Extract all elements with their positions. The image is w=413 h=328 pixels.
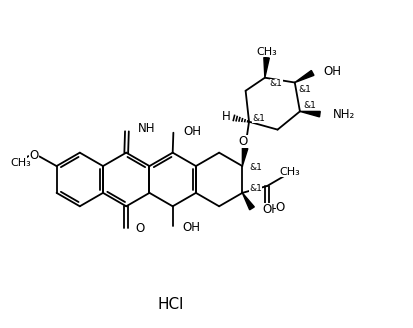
Text: CH₃: CH₃ xyxy=(10,158,31,168)
Text: OH: OH xyxy=(262,203,280,216)
Polygon shape xyxy=(242,193,254,210)
Polygon shape xyxy=(263,57,269,78)
Text: O: O xyxy=(29,149,38,162)
Text: &1: &1 xyxy=(297,85,310,94)
Text: H: H xyxy=(221,110,230,123)
Text: OH: OH xyxy=(182,221,200,234)
Polygon shape xyxy=(299,112,320,117)
Text: HCl: HCl xyxy=(157,297,184,313)
Polygon shape xyxy=(242,148,247,166)
Text: CH₃: CH₃ xyxy=(256,47,276,56)
Text: CH₃: CH₃ xyxy=(279,167,300,177)
Text: OH: OH xyxy=(183,125,201,138)
Text: &1: &1 xyxy=(252,114,265,123)
Text: &1: &1 xyxy=(303,101,316,110)
Text: &1: &1 xyxy=(249,163,261,172)
Polygon shape xyxy=(294,71,313,83)
Text: O: O xyxy=(275,201,284,214)
Text: NH₂: NH₂ xyxy=(332,108,354,121)
Text: NH: NH xyxy=(138,122,155,135)
Text: O: O xyxy=(238,135,247,148)
Text: &1: &1 xyxy=(269,79,282,88)
Text: &1: &1 xyxy=(249,184,261,193)
Text: O: O xyxy=(135,222,144,236)
Text: OH: OH xyxy=(322,65,340,78)
